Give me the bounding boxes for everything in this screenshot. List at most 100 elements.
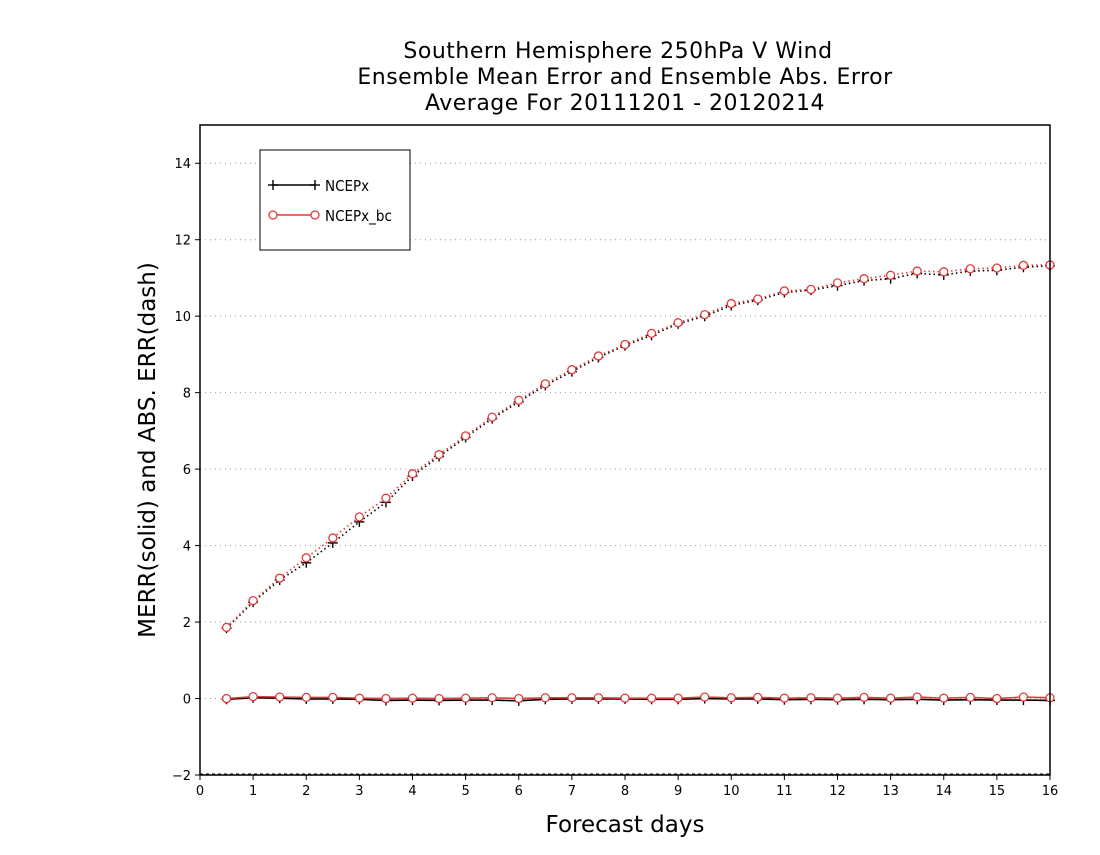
y-axis-title: MERR(solid) and ABS. ERR(dash): [135, 262, 161, 638]
y-tick-label: 6: [183, 463, 191, 478]
abs-error-point: [460, 431, 471, 441]
abs-error-line-ncepx-bc: [225, 264, 1051, 628]
chart-title: Southern Hemisphere 250hPa V Wind Ensemb…: [357, 39, 893, 116]
y-tick-label: 4: [183, 540, 191, 555]
mean-error-point: [885, 693, 896, 703]
mean-error-line-ncepx-bc: [226, 695, 1051, 700]
series-ncepx: [221, 260, 1055, 706]
mean-error-point: [275, 692, 285, 702]
mean-error-point: [460, 693, 471, 703]
x-tick-label: 2: [302, 784, 310, 799]
abs-error-point: [1018, 260, 1029, 270]
chart-title-line-2: Ensemble Mean Error and Ensemble Abs. Er…: [357, 65, 893, 90]
y-tick-label: 14: [174, 157, 191, 172]
chart-title-line-1: Southern Hemisphere 250hPa V Wind: [403, 39, 832, 64]
x-tick-label: 14: [935, 784, 952, 799]
abs-error-point: [434, 449, 444, 460]
abs-error-point: [407, 469, 418, 479]
x-tick-label: 15: [989, 784, 1006, 799]
mean-error-point: [646, 693, 657, 703]
x-tick-label: 16: [1042, 784, 1059, 799]
mean-error-point: [381, 693, 391, 704]
legend-entry: NCEPx_bc: [268, 207, 392, 226]
mean-error-point: [753, 692, 763, 703]
y-tick-label: 0: [183, 693, 191, 708]
mean-error-point: [354, 693, 365, 703]
abs-error-point: [514, 395, 524, 405]
mean-error-point: [673, 693, 683, 703]
mean-error-point: [593, 693, 604, 703]
abs-error-point: [354, 512, 365, 522]
abs-error-point: [779, 286, 790, 296]
abs-error-point: [301, 553, 311, 563]
mean-error-point: [1018, 692, 1029, 702]
legend-marker: [268, 180, 278, 190]
abs-error-point: [700, 309, 710, 320]
mean-error-point: [248, 691, 258, 702]
legend-label: NCEPx_bc: [325, 207, 392, 226]
mean-error-point: [407, 693, 418, 703]
x-tick-label: 7: [568, 784, 576, 799]
abs-error-point: [992, 263, 1002, 273]
abs-error-point: [753, 294, 763, 304]
abs-error-point: [806, 284, 816, 295]
x-tick-label: 3: [355, 784, 363, 799]
x-tick-label: 0: [196, 784, 204, 799]
mean-error-point: [992, 693, 1002, 704]
mean-error-point: [939, 693, 949, 703]
mean-error-point: [806, 693, 816, 703]
x-tick-label: 8: [621, 784, 629, 799]
abs-error-point: [673, 318, 683, 328]
legend-marker: [310, 180, 320, 190]
chart-title-line-3: Average For 20111201 - 20120214: [425, 91, 825, 116]
legend: NCEPx NCEPx_bc: [259, 149, 411, 251]
abs-error-point: [328, 533, 338, 543]
x-tick-label: 9: [674, 784, 682, 799]
legend-label: NCEPx: [325, 177, 369, 195]
legend-marker: [310, 210, 320, 220]
y-tick-label: −2: [172, 769, 191, 784]
abs-error-point: [646, 328, 657, 339]
mean-error-point: [779, 693, 790, 703]
abs-error-point: [381, 493, 391, 503]
abs-error-point: [859, 274, 869, 284]
mean-error-point: [859, 692, 869, 703]
mean-error-point: [620, 693, 630, 703]
mean-error-point: [832, 693, 843, 703]
abs-error-point: [832, 278, 843, 288]
mean-error-point: [700, 692, 710, 702]
mean-error-point: [434, 693, 444, 704]
x-tick-label: 6: [515, 784, 523, 799]
axes: [195, 162, 1051, 780]
legend-entry: NCEPx: [268, 177, 369, 195]
mean-error-point: [965, 692, 975, 703]
legend-marker: [268, 210, 278, 220]
abs-error-point: [912, 266, 922, 276]
x-tick-label: 13: [882, 784, 899, 799]
abs-error-line-ncepx: [226, 264, 1051, 629]
abs-error-point: [540, 379, 550, 389]
y-tick-label: 2: [183, 616, 191, 631]
mean-error-point: [540, 693, 550, 703]
x-tick-label: 11: [776, 784, 793, 799]
y-tick-label: 12: [174, 234, 191, 249]
gridlines: [200, 162, 1050, 775]
abs-error-point: [593, 351, 604, 361]
mean-error-point: [726, 693, 736, 703]
plot-frame: [199, 124, 1051, 776]
mean-error-point: [912, 692, 922, 702]
mean-error-point: [328, 692, 338, 703]
x-axis-title: Forecast days: [546, 812, 705, 838]
abs-error-point: [275, 573, 285, 583]
abs-error-point: [248, 595, 258, 606]
x-tick-label: 4: [408, 784, 416, 799]
abs-error-point: [221, 622, 232, 633]
series-ncepx-bc: [221, 260, 1055, 704]
x-tick-label: 12: [829, 784, 846, 799]
abs-error-point: [620, 339, 630, 350]
mean-error-point: [567, 693, 577, 703]
abs-error-point: [567, 365, 577, 375]
